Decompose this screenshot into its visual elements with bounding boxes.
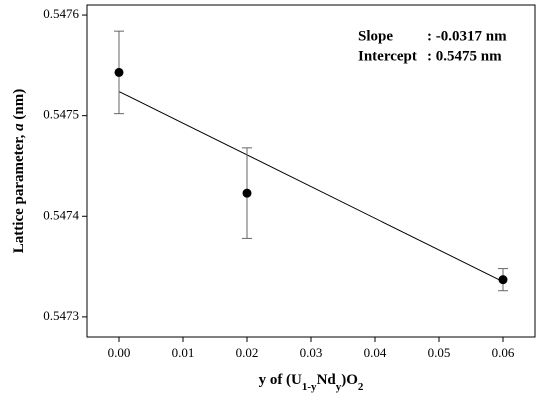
x-tick-label: 0.01: [172, 345, 195, 360]
y-axis-label: Lattice parameter, a (nm): [11, 89, 27, 253]
y-label-part: a: [11, 123, 27, 131]
x-label-part: )O: [341, 372, 358, 388]
x-label-part: y: [336, 381, 342, 393]
annotation-value: : 0.5475 nm: [427, 48, 502, 64]
x-label-part: 1-y: [302, 381, 317, 393]
data-point: [114, 67, 124, 77]
data-point: [498, 275, 508, 285]
annotation-label: Intercept: [358, 48, 417, 64]
x-label-part: y of (U: [259, 372, 302, 388]
x-axis-label: y of (U1-yNdy)O2: [259, 372, 364, 392]
y-tick-label: 0.5473: [43, 308, 79, 323]
y-label-part: Lattice parameter,: [11, 131, 27, 253]
y-tick-label: 0.5474: [43, 207, 79, 222]
x-tick-label: 0.06: [492, 345, 515, 360]
x-tick-label: 0.05: [428, 345, 451, 360]
y-tick-label: 0.5476: [43, 6, 79, 21]
x-tick-label: 0.00: [108, 345, 131, 360]
x-tick-label: 0.03: [300, 345, 323, 360]
x-label-part: 2: [358, 381, 364, 393]
data-point: [242, 188, 252, 198]
y-label-part: (nm): [11, 89, 27, 124]
annotation-label: Slope: [358, 28, 393, 44]
x-tick-label: 0.02: [236, 345, 259, 360]
x-label-part: Nd: [317, 372, 337, 388]
fit-line: [118, 91, 504, 283]
annotation-value: : -0.0317 nm: [427, 28, 507, 44]
x-tick-label: 0.04: [364, 345, 387, 360]
y-tick-label: 0.5475: [43, 107, 79, 122]
